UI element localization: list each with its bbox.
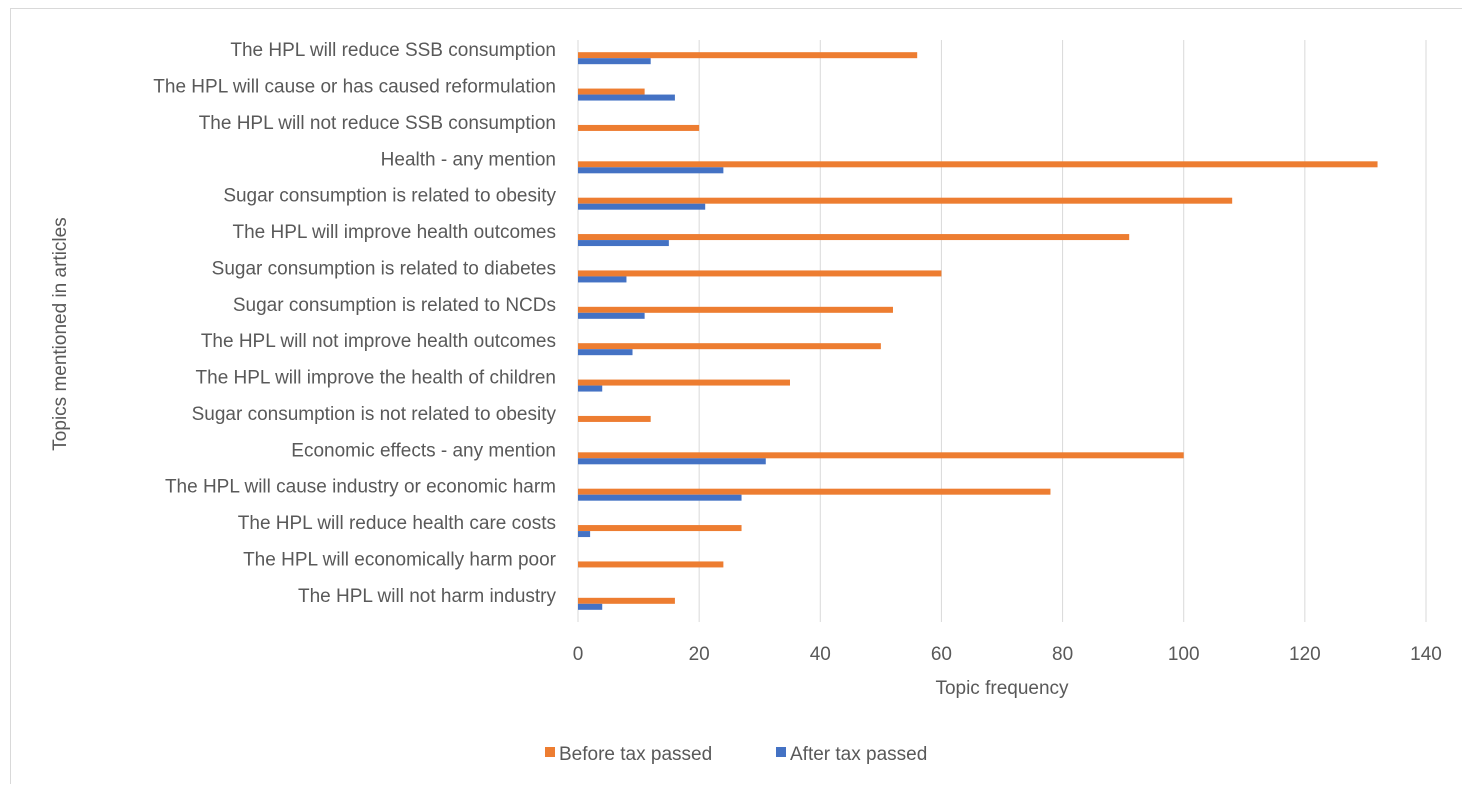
bar-after-tax xyxy=(578,458,766,465)
category-label: The HPL will cause industry or economic … xyxy=(165,477,556,498)
category-label: The HPL will reduce SSB consumption xyxy=(230,40,556,61)
bar-before-tax xyxy=(578,488,1051,495)
bar-after-tax xyxy=(578,94,675,101)
gridlines xyxy=(577,40,1427,622)
category-labels: The HPL will reduce SSB consumption The H… xyxy=(153,40,556,607)
category-label: Sugar consumption is related to obesity xyxy=(223,186,556,207)
legend-label: After tax passed xyxy=(790,744,927,765)
bar-before-tax xyxy=(578,124,700,131)
category-label: The HPL will not harm industry xyxy=(298,586,557,607)
category-label: The HPL will reduce health care costs xyxy=(238,513,556,534)
x-tick-label: 60 xyxy=(931,644,952,665)
bar-before-tax xyxy=(578,525,742,532)
bar-after-tax xyxy=(578,312,645,319)
bar-before-tax xyxy=(578,561,724,568)
category-label: Sugar consumption is related to NCDs xyxy=(233,295,556,316)
legend: Before tax passed After tax passed xyxy=(545,744,927,765)
bar-before-tax xyxy=(578,343,881,350)
bar-before-tax xyxy=(578,161,1378,168)
category-label: The HPL will not improve health outcomes xyxy=(201,331,556,352)
category-label: Economic effects - any mention xyxy=(291,440,556,461)
bar-before-tax xyxy=(578,197,1233,204)
bar-after-tax xyxy=(578,58,651,65)
chart-frame xyxy=(10,8,1462,784)
bar-before-tax xyxy=(578,270,942,277)
x-tick-label: 100 xyxy=(1168,644,1200,665)
category-label: The HPL will improve the health of child… xyxy=(196,368,556,389)
category-label: Sugar consumption is not related to obes… xyxy=(192,404,557,425)
x-tick-label: 140 xyxy=(1410,644,1442,665)
x-axis-title: Topic frequency xyxy=(935,678,1069,699)
x-tick-label: 0 xyxy=(573,644,584,665)
bar-after-tax xyxy=(578,276,627,283)
bar-after-tax xyxy=(578,531,591,538)
bar-before-tax xyxy=(578,306,893,313)
bar-after-tax xyxy=(578,385,603,392)
x-tick-label: 40 xyxy=(810,644,831,665)
category-label: The HPL will not reduce SSB consumption xyxy=(199,113,556,134)
category-label: The HPL will cause or has caused reformu… xyxy=(153,77,556,98)
bar-after-tax xyxy=(578,603,603,610)
y-axis-title: Topics mentioned in articles xyxy=(50,217,71,450)
legend-swatch xyxy=(545,747,555,757)
category-label: Sugar consumption is related to diabetes xyxy=(212,258,556,279)
x-tick-labels: 0 20 40 60 80 100 120 140 xyxy=(573,644,1442,665)
bar-before-tax xyxy=(578,379,790,386)
bars xyxy=(578,52,1378,610)
category-label: Health - any mention xyxy=(381,149,556,170)
bar-after-tax xyxy=(578,167,724,174)
bar-after-tax xyxy=(578,349,633,356)
bar-after-tax xyxy=(578,240,669,247)
category-label: The HPL will economically harm poor xyxy=(243,549,557,570)
legend-swatch xyxy=(776,747,786,757)
bar-before-tax xyxy=(578,415,651,422)
bar-after-tax xyxy=(578,203,706,210)
bar-before-tax xyxy=(578,234,1130,241)
x-tick-label: 120 xyxy=(1289,644,1321,665)
bar-before-tax xyxy=(578,52,918,59)
bar-after-tax xyxy=(578,494,742,501)
bar-before-tax xyxy=(578,597,675,604)
x-tick-label: 20 xyxy=(689,644,710,665)
bar-before-tax xyxy=(578,88,645,95)
bar-before-tax xyxy=(578,452,1184,459)
x-tick-label: 80 xyxy=(1052,644,1073,665)
category-label: The HPL will improve health outcomes xyxy=(233,222,557,243)
legend-label: Before tax passed xyxy=(559,744,712,765)
